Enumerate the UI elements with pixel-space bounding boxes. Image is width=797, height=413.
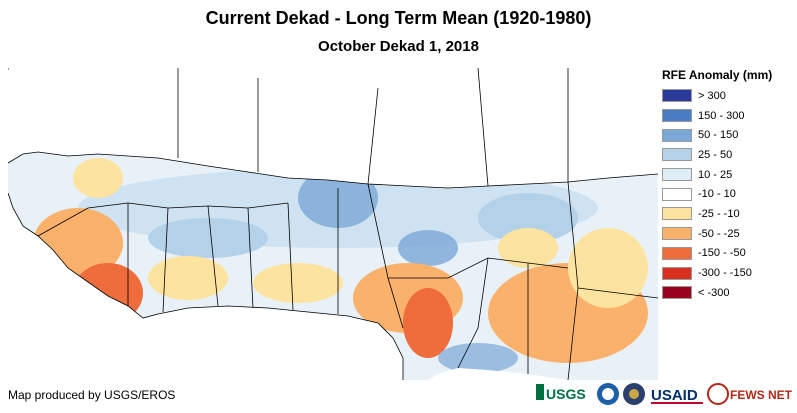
usgs-logo: USGS xyxy=(536,384,586,402)
legend-label: -10 - 10 xyxy=(698,188,736,201)
legend-swatch xyxy=(662,227,692,241)
legend-swatch xyxy=(662,109,692,123)
legend-label: -50 - -25 xyxy=(698,227,740,240)
legend-swatch xyxy=(662,266,692,280)
noaa-logo xyxy=(597,383,619,405)
map-title: Current Dekad - Long Term Mean (1920-198… xyxy=(205,8,592,28)
legend-label: 50 - 150 xyxy=(698,129,739,142)
fews-net-logo-text: FEWS NET xyxy=(730,388,793,402)
legend-label: -300 - -150 xyxy=(698,267,752,280)
legend-swatch xyxy=(662,286,692,300)
legend-label: -25 - -10 xyxy=(698,207,740,220)
legend-label: -150 - -50 xyxy=(698,247,746,260)
legend-item: -25 - -10 xyxy=(662,204,792,224)
legend-label: 10 - 25 xyxy=(698,168,733,181)
legend-item: 10 - 25 xyxy=(662,165,792,185)
legend-item: > 300 xyxy=(662,86,792,106)
fews-net-logo: FEWS NET xyxy=(707,383,793,405)
legend-item: -300 - -150 xyxy=(662,263,792,283)
legend-swatch xyxy=(662,168,692,182)
legend-item: < -300 xyxy=(662,283,792,303)
legend-item: 150 - 300 xyxy=(662,106,792,126)
legend-swatch xyxy=(662,187,692,201)
map-subtitle: October Dekad 1, 2018 xyxy=(318,38,479,55)
legend-swatch xyxy=(662,207,692,221)
legend-title: RFE Anomaly (mm) xyxy=(662,68,773,82)
legend-swatch xyxy=(662,128,692,142)
legend-swatch xyxy=(662,89,692,103)
credit-text: Map produced by USGS/EROS xyxy=(8,388,176,402)
legend-label: < -300 xyxy=(698,286,730,299)
agency-logos: USGS USAID FEWS NET xyxy=(536,383,793,405)
legend-item: 50 - 150 xyxy=(662,125,792,145)
country-borders xyxy=(8,68,658,380)
legend: RFE Anomaly (mm) > 300 150 - 300 50 - 150 2… xyxy=(662,68,792,303)
usaid-logo-text: USAID xyxy=(651,387,698,404)
legend-item: -10 - 10 xyxy=(662,184,792,204)
legend-label: > 300 xyxy=(698,89,726,102)
usaid-logo: USAID xyxy=(651,387,703,404)
legend-label: 25 - 50 xyxy=(698,148,733,161)
legend-item: -50 - -25 xyxy=(662,224,792,244)
legend-swatch xyxy=(662,246,692,260)
legend-item: 25 - 50 xyxy=(662,145,792,165)
legend-swatch xyxy=(662,148,692,162)
usgs-logo-text: USGS xyxy=(546,386,586,402)
legend-item: -150 - -50 xyxy=(662,244,792,264)
legend-label: 150 - 300 xyxy=(698,109,745,122)
state-dept-logo xyxy=(623,383,645,405)
rainfall-anomaly-map xyxy=(8,68,658,380)
